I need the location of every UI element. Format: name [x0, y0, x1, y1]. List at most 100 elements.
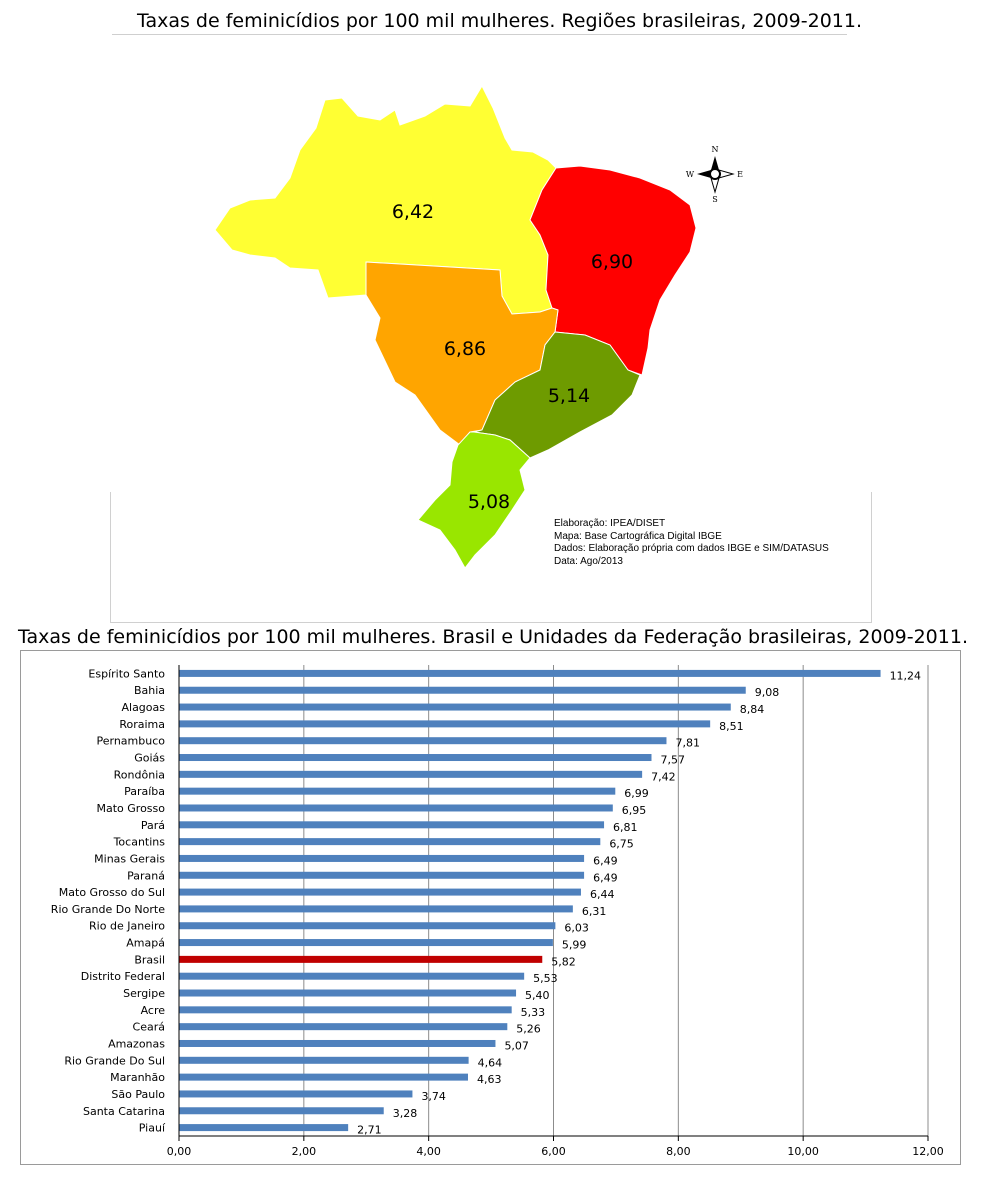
value-label: 2,71 — [357, 1124, 382, 1137]
x-tick-label: 10,00 — [787, 1145, 819, 1158]
bar — [179, 838, 601, 846]
value-label: 6,95 — [622, 804, 647, 817]
value-label: 6,03 — [564, 922, 589, 935]
category-label: Acre — [141, 1004, 166, 1017]
bar — [179, 686, 746, 694]
category-label: Pará — [141, 819, 165, 832]
value-label: 3,28 — [393, 1107, 418, 1120]
bar — [179, 922, 556, 930]
category-label: Paraná — [127, 869, 165, 882]
chart-title: Taxas de feminicídios por 100 mil mulher… — [18, 626, 968, 648]
compass-west: W — [686, 170, 695, 179]
value-label: 8,84 — [740, 703, 765, 716]
category-label: Pernambuco — [97, 735, 166, 748]
map-credits: Elaboração: IPEA/DISET Mapa: Base Cartog… — [554, 518, 829, 568]
region-sul — [417, 431, 531, 569]
credit-line: Dados: Elaboração própria com dados IBGE… — [554, 543, 829, 555]
bar — [179, 669, 881, 677]
value-label: 5,53 — [533, 972, 558, 985]
region-label-sudeste: 5,14 — [548, 385, 590, 407]
value-label: 5,99 — [562, 939, 587, 952]
bar — [179, 854, 585, 862]
brazil-regions-map: 6,42 6,90 6,86 5,14 5,08 N S E W — [214, 84, 743, 569]
x-tick-label: 12,00 — [912, 1145, 944, 1158]
value-label: 6,31 — [582, 905, 607, 918]
bar-chart: 0,00 2,00 4,00 6,00 8,00 10,00 12,00 Espírito S… — [51, 665, 944, 1158]
region-label-nordeste: 6,90 — [591, 251, 633, 273]
value-label: 11,24 — [890, 669, 922, 682]
value-label: 6,75 — [609, 838, 634, 851]
category-label: Brasil — [134, 953, 165, 966]
region-label-norte: 6,42 — [392, 201, 434, 223]
bar — [179, 1039, 496, 1047]
bar — [179, 703, 731, 711]
value-label: 7,57 — [660, 754, 685, 767]
map-frame — [110, 492, 872, 623]
category-label: Amazonas — [108, 1037, 165, 1050]
region-nordeste — [529, 165, 697, 376]
chart-frame: 0,00 2,00 4,00 6,00 8,00 10,00 12,00 Espírito S… — [20, 650, 961, 1165]
category-label: Goiás — [134, 752, 165, 765]
bar — [179, 871, 585, 879]
bar — [179, 955, 543, 963]
value-label: 7,42 — [651, 770, 676, 783]
bar — [179, 989, 517, 997]
category-label: São Paulo — [111, 1088, 165, 1101]
bar — [179, 821, 605, 829]
bar — [179, 1006, 512, 1014]
value-label: 5,33 — [521, 1006, 546, 1019]
credit-line: Elaboração: IPEA/DISET — [554, 518, 666, 529]
category-label: Rondônia — [114, 768, 165, 781]
value-label: 6,49 — [593, 871, 618, 884]
x-tick-label: 4,00 — [416, 1145, 441, 1158]
category-label: Rio de Janeiro — [89, 920, 165, 933]
value-label: 6,44 — [590, 888, 615, 901]
category-label: Ceará — [133, 1021, 165, 1034]
bar — [179, 804, 613, 812]
value-label: 5,40 — [525, 989, 550, 1002]
bar — [179, 1023, 508, 1031]
compass-rose-icon: N S E W — [686, 145, 743, 204]
bar — [179, 720, 711, 728]
credit-line: Data: Ago/2013 — [554, 555, 623, 567]
region-label-sul: 5,08 — [468, 491, 510, 513]
value-label: 5,26 — [516, 1023, 541, 1036]
value-label: 9,08 — [755, 686, 780, 699]
bar — [179, 770, 643, 778]
value-label: 7,81 — [675, 737, 700, 750]
value-label: 5,82 — [551, 955, 576, 968]
category-label: Espírito Santo — [88, 667, 165, 680]
value-label: 3,74 — [421, 1090, 446, 1103]
credit-line: Mapa: Base Cartográfica Digital IBGE — [554, 530, 722, 542]
value-label: 5,07 — [504, 1039, 529, 1052]
bar — [179, 754, 652, 762]
x-tick-label: 2,00 — [292, 1145, 317, 1158]
bar — [179, 1124, 349, 1132]
category-label: Bahia — [134, 684, 165, 697]
category-label: Alagoas — [121, 701, 165, 714]
value-label: 6,49 — [593, 854, 618, 867]
bar — [179, 939, 553, 947]
bar — [179, 972, 525, 980]
category-label: Rio Grande Do Norte — [51, 903, 165, 916]
bar — [179, 1090, 413, 1098]
bar — [179, 1056, 469, 1064]
x-tick-label: 6,00 — [541, 1145, 566, 1158]
x-tick-label: 8,00 — [666, 1145, 691, 1158]
title-divider — [112, 34, 847, 35]
category-label: Mato Grosso do Sul — [59, 886, 165, 899]
compass-north: N — [712, 145, 719, 154]
compass-east: E — [737, 170, 743, 179]
category-label: Tocantins — [113, 836, 166, 849]
category-label: Distrito Federal — [81, 970, 165, 983]
bar — [179, 787, 616, 795]
value-label: 6,99 — [624, 787, 649, 800]
map-title: Taxas de feminicídios por 100 mil mulher… — [137, 10, 863, 32]
category-label: Minas Gerais — [94, 852, 165, 865]
value-label: 8,51 — [719, 720, 744, 733]
region-label-centro-oeste: 6,86 — [444, 338, 486, 360]
category-label: Piauí — [139, 1122, 166, 1135]
category-label: Santa Catarina — [83, 1105, 165, 1118]
bar — [179, 905, 573, 913]
bar — [179, 737, 667, 745]
